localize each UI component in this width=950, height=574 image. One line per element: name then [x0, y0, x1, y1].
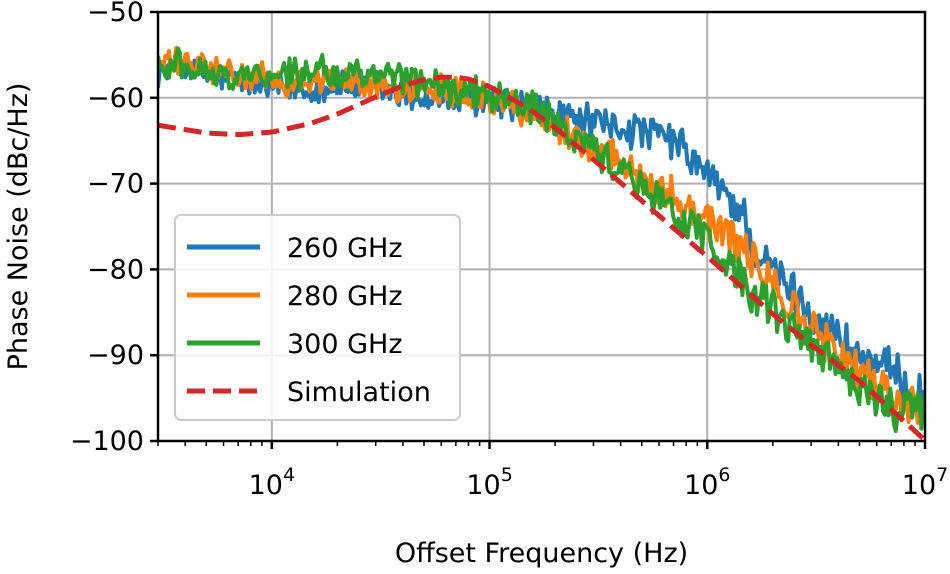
legend-label-simulation: Simulation: [287, 377, 431, 408]
legend-label-260-ghz: 260 GHz: [287, 233, 403, 264]
y-tick-label: −90: [87, 340, 144, 371]
x-tick-label: 104: [249, 464, 295, 501]
legend: 260 GHz 280 GHz 300 GHz Simulation: [174, 214, 461, 421]
series-lines: [156, 45, 927, 442]
y-tick-label: −70: [87, 169, 144, 200]
x-tick-label: 107: [902, 464, 948, 501]
x-tick-label: 106: [684, 464, 730, 501]
legend-label-300-ghz: 300 GHz: [287, 329, 403, 360]
y-tick-label: −80: [87, 254, 144, 285]
right-margin-mask: [925, 0, 950, 570]
y-axis-label: Phase Noise (dBc/Hz): [3, 83, 34, 371]
x-axis-label: Offset Frequency (Hz): [395, 538, 688, 569]
series-line-280-ghz: [156, 45, 927, 425]
series-line-simulation: [157, 74, 927, 442]
x-tick-label: 105: [466, 464, 512, 501]
legend-box: [174, 214, 461, 421]
y-tick-label: −100: [70, 426, 144, 457]
y-tick-label: −50: [87, 0, 144, 28]
series-line-300-ghz: [156, 46, 927, 434]
left-margin-mask: [0, 0, 158, 570]
plot-frame: [156, 10, 927, 443]
legend-label-280-ghz: 280 GHz: [287, 281, 403, 312]
y-tick-label: −60: [87, 83, 144, 114]
